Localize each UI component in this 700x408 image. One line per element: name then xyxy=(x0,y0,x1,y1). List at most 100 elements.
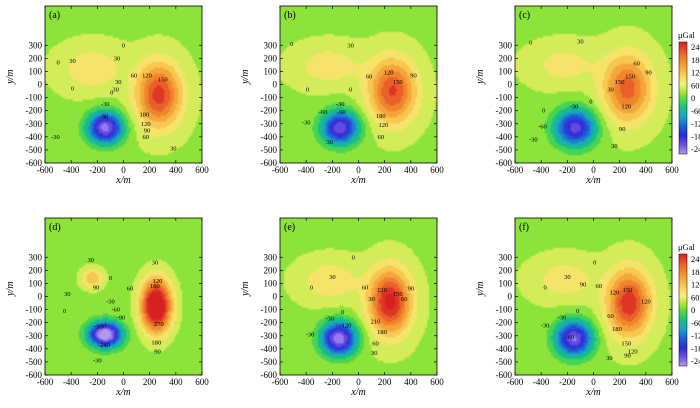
contour-label: 0 xyxy=(109,275,112,282)
y-tick-label: -100 xyxy=(261,93,278,103)
contour-label: -30 xyxy=(306,331,315,338)
contour-label: 0 xyxy=(589,99,592,106)
x-tick-label: 400 xyxy=(404,377,418,387)
heatmap-image xyxy=(515,6,672,163)
contour-label: 120 xyxy=(628,348,638,355)
contour-label: 0 xyxy=(306,87,309,94)
y-tick-label: -300 xyxy=(496,331,513,341)
colorbar-tick-label: 120 xyxy=(691,68,700,78)
contour-label: -90 xyxy=(337,109,346,116)
contour-label: 0 xyxy=(110,89,113,96)
x-tick-label: 400 xyxy=(169,377,183,387)
y-tick-label: 300 xyxy=(264,40,278,50)
colorbar-2: μGal 240 180 120 60 0 -60 -120 -180 -240 xyxy=(678,242,700,367)
contour-label: 0 xyxy=(310,284,313,291)
contour-label: 120 xyxy=(621,104,631,111)
y-tick-label: 0 xyxy=(273,292,278,302)
contour-label: 180 xyxy=(151,339,161,346)
panel-label: (c) xyxy=(519,10,530,21)
y-tick-label: -400 xyxy=(496,344,513,354)
y-tick-label: -600 xyxy=(496,158,513,168)
contour-label: -240 xyxy=(98,342,110,349)
y-tick-label: -400 xyxy=(496,132,513,142)
y-tick-label: -100 xyxy=(496,305,513,315)
colorbar-1: μGal 240 180 120 60 0 -60 -120 -180 -240 xyxy=(678,30,700,155)
y-tick-label: -600 xyxy=(261,370,278,380)
y-tick-label: 0 xyxy=(508,292,513,302)
y-tick-label: -400 xyxy=(261,344,278,354)
contour-label: -30 xyxy=(541,322,550,329)
colorbar-tick-label: 240 xyxy=(691,254,700,264)
contour-label: 0 xyxy=(543,284,546,291)
contour-label: 0 xyxy=(56,59,59,66)
contour-label: 90 xyxy=(144,127,151,134)
y-tick-label: -300 xyxy=(261,331,278,341)
x-axis-label: x/m xyxy=(585,175,600,186)
y-tick-label: -500 xyxy=(261,357,278,367)
y-tick-label: 200 xyxy=(264,265,278,275)
y-tick-label: -300 xyxy=(26,331,43,341)
contour-label: 120 xyxy=(153,278,163,285)
contour-label: 60 xyxy=(372,341,379,348)
y-tick-label: 100 xyxy=(264,66,278,76)
x-tick-label: -400 xyxy=(298,377,315,387)
contour-label: 0 xyxy=(542,108,545,115)
y-tick-label: -200 xyxy=(26,106,43,116)
contour-label: 180 xyxy=(377,329,387,336)
contour-label: -30 xyxy=(106,299,115,306)
panel-label: (f) xyxy=(519,222,529,233)
x-tick-label: -400 xyxy=(63,165,80,175)
x-tick-label: 0 xyxy=(121,165,126,175)
colorbar-tick-label: 180 xyxy=(691,267,700,277)
panel-c: -600 -400 -200 0 200 400 6003002001000-100-200… xyxy=(475,5,679,186)
panel-label: (d) xyxy=(49,222,61,233)
x-tick-label: -600 xyxy=(507,165,524,175)
contour-label: 30 xyxy=(371,350,378,357)
y-tick-label: -400 xyxy=(261,132,278,142)
contour-label: 0 xyxy=(349,87,352,94)
contour-label: -30 xyxy=(101,101,110,108)
contour-label: 90 xyxy=(580,282,587,289)
x-tick-label: 0 xyxy=(356,377,361,387)
x-tick-label: -200 xyxy=(324,377,341,387)
y-axis-label: y/m xyxy=(5,69,16,84)
contour-label: 120 xyxy=(610,290,620,297)
x-tick-label: 200 xyxy=(378,165,392,175)
y-tick-label: 0 xyxy=(508,80,513,90)
y-tick-label: -200 xyxy=(496,106,513,116)
y-tick-label: -200 xyxy=(261,318,278,328)
contour-label: 0 xyxy=(529,40,532,47)
x-axis-label: x/m xyxy=(350,175,365,186)
colorbar-tick-label: 120 xyxy=(691,280,700,290)
contour-label: -60 xyxy=(566,334,575,341)
y-tick-label: -600 xyxy=(261,158,278,168)
colorbar-tick-label: 0 xyxy=(691,305,695,315)
y-tick-label: -100 xyxy=(261,305,278,315)
x-axis-label: x/m xyxy=(585,387,600,398)
y-tick-label: 100 xyxy=(264,278,278,288)
y-tick-label: -300 xyxy=(261,119,278,129)
y-tick-label: -200 xyxy=(496,318,513,328)
y-tick-label: -600 xyxy=(26,370,43,380)
contour-label: 150 xyxy=(623,287,633,294)
y-tick-label: 100 xyxy=(29,66,43,76)
colorbar-tick-label: -180 xyxy=(691,343,700,353)
y-tick-label: 200 xyxy=(264,53,278,63)
contour-label: 90 xyxy=(93,284,100,291)
contour-label: 120 xyxy=(641,299,651,306)
contour-label: -30 xyxy=(302,119,311,126)
x-axis-label: x/m xyxy=(115,175,130,186)
contour-label: 30 xyxy=(607,87,614,94)
y-tick-label: 100 xyxy=(499,278,513,288)
heatmap-image xyxy=(45,218,202,375)
contour-label: 30 xyxy=(347,42,354,49)
contour-label: 180 xyxy=(150,283,160,290)
y-tick-label: -500 xyxy=(26,145,43,155)
contour-label: 0 xyxy=(576,308,579,315)
colorbar-tick-label: -60 xyxy=(691,106,700,116)
contour-label: 30 xyxy=(611,143,618,150)
x-tick-label: -400 xyxy=(533,165,550,175)
x-tick-label: 400 xyxy=(169,165,183,175)
contour-label: 150 xyxy=(393,291,403,298)
